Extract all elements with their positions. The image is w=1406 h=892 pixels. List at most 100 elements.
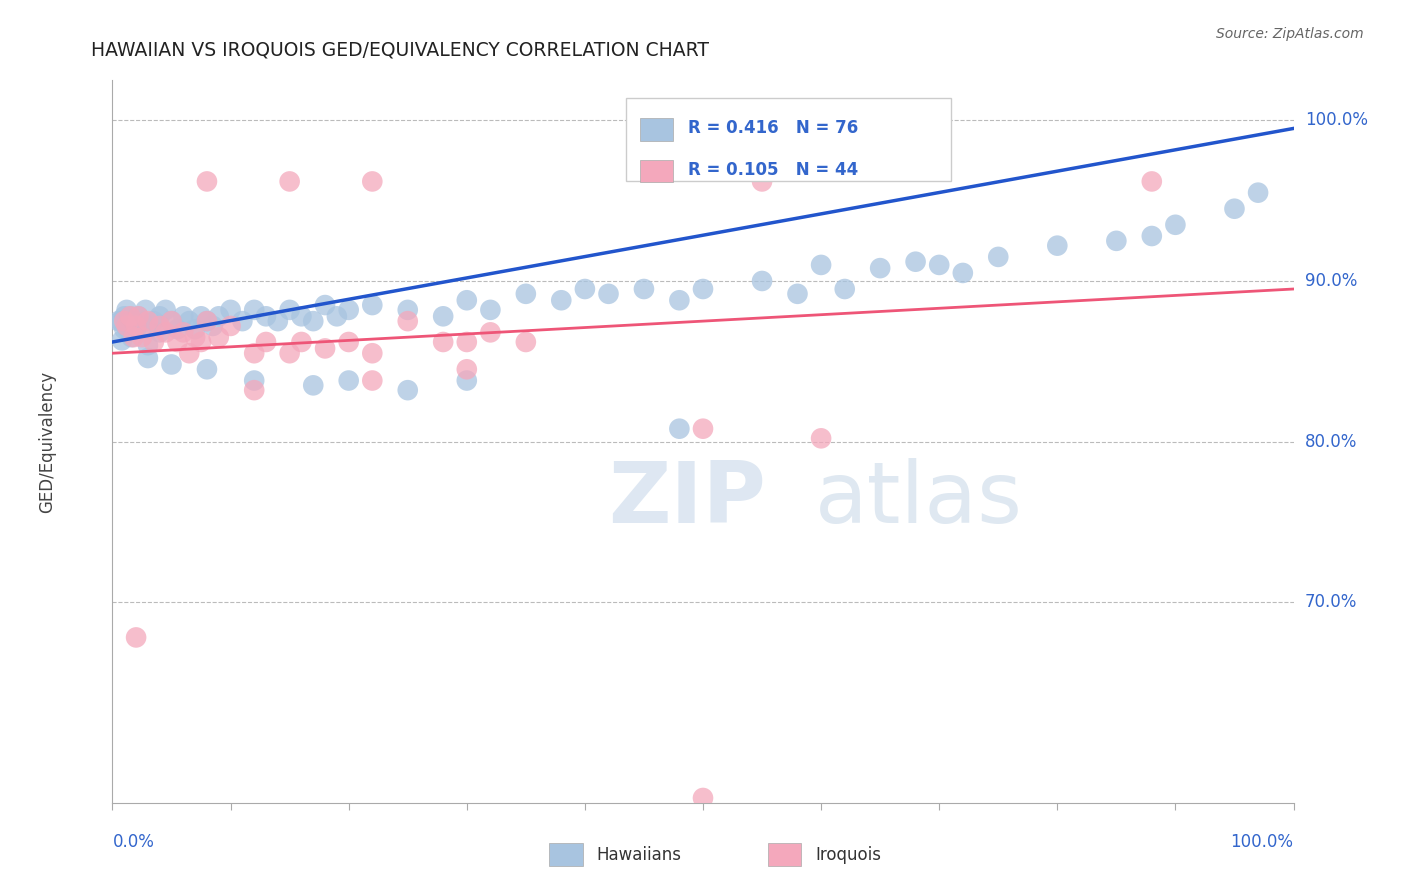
Point (149, 310, 172, 324)
Point (515, 286, 537, 301)
Point (515, 334, 537, 349)
Point (243, 374, 266, 388)
Point (1140, 229, 1163, 244)
Text: 100.0%: 100.0% (1305, 112, 1368, 129)
Point (290, 334, 312, 349)
Point (125, 318, 148, 333)
Point (127, 310, 149, 324)
Point (692, 791, 714, 805)
Point (111, 334, 134, 348)
Point (112, 322, 135, 336)
Point (432, 334, 454, 349)
Point (179, 346, 201, 360)
Point (136, 322, 159, 336)
Text: R = 0.105   N = 44: R = 0.105 N = 44 (688, 161, 858, 178)
Point (125, 322, 148, 336)
Point (396, 302, 419, 317)
Point (231, 314, 253, 328)
Point (633, 282, 655, 296)
Point (127, 310, 149, 324)
Point (361, 374, 384, 388)
Point (120, 310, 142, 324)
Point (456, 374, 478, 388)
Point (142, 334, 165, 349)
Point (195, 174, 218, 188)
Text: ZIP: ZIP (609, 458, 766, 541)
Point (219, 318, 242, 333)
Point (810, 258, 832, 272)
Point (160, 314, 183, 328)
Text: R = 0.416   N = 76: R = 0.416 N = 76 (688, 120, 858, 137)
Text: 70.0%: 70.0% (1305, 593, 1357, 611)
Point (574, 282, 596, 296)
Point (142, 314, 165, 328)
Point (396, 383, 419, 397)
Point (598, 286, 620, 301)
Point (337, 302, 360, 317)
Text: HAWAIIAN VS IROQUOIS GED/EQUIVALENCY CORRELATION CHART: HAWAIIAN VS IROQUOIS GED/EQUIVALENCY COR… (91, 40, 710, 59)
Point (668, 422, 690, 436)
Point (302, 314, 325, 328)
Point (120, 330, 142, 344)
Point (692, 282, 714, 296)
Point (267, 314, 290, 328)
FancyBboxPatch shape (640, 118, 673, 141)
Point (432, 310, 454, 324)
Text: 100.0%: 100.0% (1230, 833, 1294, 851)
Point (751, 274, 773, 288)
Text: 80.0%: 80.0% (1305, 433, 1357, 450)
Point (479, 302, 502, 317)
Point (149, 318, 172, 333)
Point (786, 286, 808, 301)
FancyBboxPatch shape (768, 843, 801, 866)
Point (155, 302, 177, 317)
Point (135, 302, 157, 317)
Point (254, 310, 277, 324)
Point (314, 298, 336, 312)
Point (243, 383, 266, 397)
Point (810, 431, 832, 445)
Point (751, 174, 773, 188)
Point (166, 322, 188, 336)
Point (160, 358, 183, 372)
Point (195, 362, 218, 376)
Point (834, 282, 856, 296)
Point (314, 342, 336, 356)
Point (361, 346, 384, 360)
Point (166, 334, 188, 349)
Point (869, 261, 891, 276)
Point (190, 310, 212, 324)
Point (1247, 186, 1270, 200)
Point (326, 310, 349, 324)
Text: Iroquois: Iroquois (815, 846, 882, 863)
Point (456, 334, 478, 349)
Point (190, 334, 212, 349)
Point (550, 293, 572, 308)
Text: 90.0%: 90.0% (1305, 272, 1357, 290)
Point (243, 302, 266, 317)
Point (361, 298, 384, 312)
Text: Source: ZipAtlas.com: Source: ZipAtlas.com (1216, 27, 1364, 41)
Point (302, 378, 325, 392)
Point (254, 334, 277, 349)
Point (278, 302, 301, 317)
Point (1223, 202, 1246, 216)
Point (928, 258, 950, 272)
Point (219, 302, 242, 317)
Point (1105, 234, 1128, 248)
Point (1046, 238, 1069, 252)
Point (337, 334, 360, 349)
Point (112, 310, 135, 324)
Point (456, 362, 478, 376)
Point (160, 314, 183, 328)
Point (131, 330, 153, 344)
Point (136, 314, 159, 328)
Point (136, 338, 159, 352)
Point (195, 314, 218, 328)
Point (125, 631, 148, 645)
Point (987, 250, 1010, 264)
FancyBboxPatch shape (626, 98, 950, 181)
Point (1164, 218, 1187, 232)
Point (243, 346, 266, 360)
Point (278, 346, 301, 360)
